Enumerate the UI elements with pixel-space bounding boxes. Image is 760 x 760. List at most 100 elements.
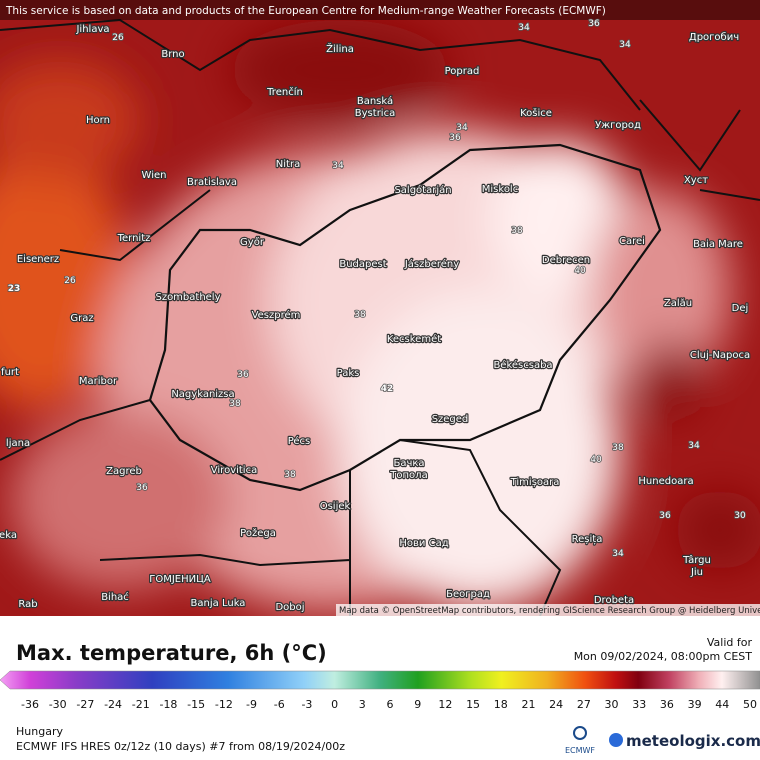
city-label: Београд	[446, 589, 490, 600]
city-label: Požega	[240, 527, 276, 539]
city-label: Timișoara	[510, 477, 560, 488]
city-label: Cluj-Napoca	[690, 350, 750, 361]
scale-tick-label: -36	[21, 698, 39, 711]
scale-tick-label: -18	[159, 698, 177, 711]
scale-tick-label: 21	[521, 698, 535, 711]
contour-label: 26	[64, 276, 76, 286]
contour-label: 34	[456, 123, 468, 133]
contour-label: 34	[688, 441, 700, 451]
scale-tick-label: 3	[359, 698, 366, 711]
valid-time: Mon 09/02/2024, 08:00pm CEST	[574, 650, 753, 663]
city-label: Banja Luka	[191, 598, 246, 609]
scale-tick-label: 39	[688, 698, 702, 711]
city-label: Graz	[70, 313, 93, 324]
city-label: Бачка	[393, 458, 424, 469]
scale-tick-label: 30	[605, 698, 619, 711]
scale-tick-label: -6	[274, 698, 285, 711]
scale-tick-label: 6	[387, 698, 394, 711]
city-label: Brno	[161, 49, 184, 60]
contour-label: 36	[136, 483, 148, 493]
contour-label: 23	[8, 284, 21, 294]
city-label: Дрогобич	[689, 32, 739, 43]
contour-label: 26	[112, 33, 124, 43]
city-label: Budapest	[339, 259, 386, 270]
contour-label: 36	[449, 133, 461, 143]
city-label: Baia Mare	[693, 239, 743, 250]
scale-tick-label: 36	[660, 698, 674, 711]
scale-tick-label: -24	[104, 698, 122, 711]
map: This service is based on data and produc…	[0, 0, 760, 616]
city-label: Nagykanizsa	[171, 389, 234, 400]
city-label: Szombathely	[155, 292, 220, 303]
valid-label: Valid for	[707, 636, 753, 649]
ecmwf-logo: ECMWF	[565, 746, 595, 755]
scale-tick-label: 44	[715, 698, 729, 711]
contour-label: 42	[381, 384, 394, 394]
attribution: Map data © OpenStreetMap contributors, r…	[339, 606, 760, 616]
city-label: Veszprém	[252, 309, 301, 321]
city-label: Salgótarján	[394, 184, 451, 196]
city-label: furt	[1, 367, 19, 378]
city-label: Osijek	[320, 501, 351, 512]
city-label: Wien	[142, 170, 167, 181]
city-label: Ternitz	[117, 233, 151, 244]
scale-tick-label: 12	[438, 698, 452, 711]
city-label: Ужгород	[595, 120, 641, 131]
scale-tick-label: 9	[414, 698, 421, 711]
city-label: Doboj	[275, 602, 304, 613]
contour-label: 38	[612, 443, 624, 453]
scale-tick-label: -27	[76, 698, 94, 711]
scale-tick-label: 50	[743, 698, 757, 711]
color-scale	[0, 670, 760, 690]
scale-tick-label: 27	[577, 698, 591, 711]
city-label: Miskolc	[482, 184, 518, 195]
labels: Jihlava Brno Žilina Poprad Дрогобич Trenčín Ba…	[0, 18, 751, 614]
city-label: Топола	[389, 470, 427, 481]
city-label: Jiu	[690, 567, 703, 578]
city-label: Győr	[240, 236, 265, 248]
legend-title: Max. temperature, 6h (°C)	[16, 641, 327, 665]
city-label: Dej	[732, 303, 749, 314]
city-label: Kecskemét	[387, 333, 441, 345]
scale-tick-label: -15	[187, 698, 205, 711]
contour-label: 34	[332, 161, 344, 171]
notice: This service is based on data and produc…	[5, 5, 606, 17]
meteologix-icon	[609, 733, 623, 747]
region: Hungary	[16, 725, 63, 738]
city-label: Bratislava	[187, 177, 237, 188]
city-label: Košice	[520, 107, 552, 119]
scale-tick-label: 0	[331, 698, 338, 711]
city-label: Trenčín	[266, 86, 303, 98]
city-label: Jihlava	[75, 24, 109, 35]
city-label: Virovitica	[211, 465, 257, 476]
city-label: Нови Сад	[399, 538, 448, 549]
city-label: Horn	[86, 115, 110, 126]
city-label: Žilina	[326, 42, 354, 55]
city-label: ГОМЈЕНИЦА	[149, 574, 211, 585]
city-label: Hunedoara	[638, 476, 693, 487]
city-label: Paks	[337, 368, 360, 379]
ecmwf-icon	[573, 726, 587, 740]
city-label: Maribor	[79, 376, 118, 387]
city-label: Szeged	[432, 414, 469, 425]
contour-label: 40	[590, 455, 602, 465]
contour-label: 30	[734, 511, 746, 521]
city-label: Nitra	[276, 159, 300, 170]
scale-tick-label: 18	[494, 698, 508, 711]
contour-label: 38	[229, 399, 241, 409]
contour-label: 34	[612, 549, 624, 559]
city-label: Bihać	[101, 591, 129, 603]
city-label: ljana	[6, 438, 30, 449]
contour-label: 34	[518, 23, 530, 33]
city-label: Târgu	[682, 554, 711, 566]
scale-tick-label: -9	[246, 698, 257, 711]
model-info: ECMWF IFS HRES 0z/12z (10 days) #7 from …	[16, 740, 345, 753]
city-label: Poprad	[445, 66, 480, 77]
contour-label: 36	[659, 511, 671, 521]
contour-label: 38	[284, 470, 296, 480]
city-label: Eisenerz	[17, 254, 59, 265]
city-label: Carei	[619, 236, 645, 247]
contour-label: 40	[574, 266, 586, 276]
city-label: Bystrica	[355, 108, 395, 119]
